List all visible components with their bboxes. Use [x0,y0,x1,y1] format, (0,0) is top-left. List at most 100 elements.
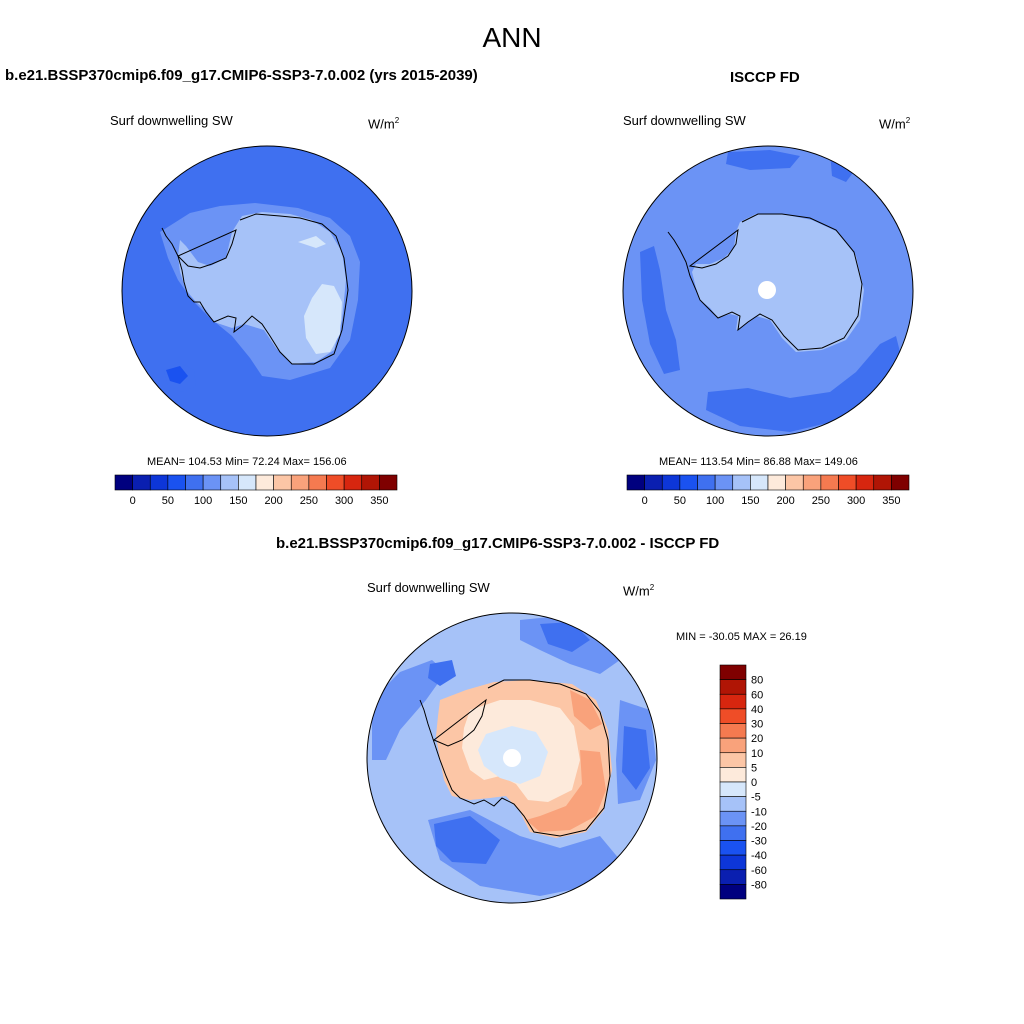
panel3-title: b.e21.BSSP370cmip6.f09_g17.CMIP6-SSP3-7.… [276,535,720,552]
map-diff-region [570,690,602,730]
map-model-region [304,284,342,354]
colorbar-model-tick-label: 0 [130,495,136,507]
colorbar-model-swatch [255,474,274,491]
colorbar-diff-swatch [719,796,747,812]
colorbar-obs-swatch [873,474,892,491]
colorbar-diff-tick-label: 60 [751,689,763,701]
colorbar-diff-swatch [719,854,747,871]
panel2-variable: Surf downwelling SW [623,113,746,128]
colorbar-diff-swatch [719,679,747,695]
colorbar-obs-swatch [714,474,734,491]
colorbar-obs-swatch [644,474,663,491]
colorbar-obs-swatch [802,474,822,491]
colorbar-obs-tick-label: 200 [776,495,794,507]
panel3-units: W/m2 [623,583,655,599]
map-diff-region [428,660,456,686]
colorbar-diff-swatch [719,869,747,885]
colorbar-model-tick-label: 250 [300,495,318,507]
colorbar-obs-tick-label: 100 [706,495,724,507]
colorbar-diff-swatch [719,752,747,768]
colorbar-obs-tick-label: 50 [674,495,686,507]
colorbar-obs-swatch [750,474,769,491]
colorbar-obs-tick-label: 300 [847,495,865,507]
colorbar-model-swatch [273,474,292,491]
colorbar-diff-tick-label: 5 [751,762,757,774]
colorbar-model-swatch [343,474,363,491]
colorbar-obs-swatch [891,474,910,491]
colorbar-obs-swatch [661,474,681,491]
map-obs-missing-pole [758,281,776,299]
colorbar-obs-swatch [697,474,716,491]
colorbar-diff-tick-label: -5 [751,792,761,804]
colorbar-obs-tick-label: 0 [642,495,648,507]
map-diff [367,613,657,903]
map-diff-missing-pole [503,749,521,767]
map-diff-coastline [419,679,611,837]
colorbar-obs-swatch [855,474,875,491]
map-diff-region [372,660,446,760]
map-model-border [121,145,413,437]
panel2-units: W/m2 [879,116,911,132]
colorbar-diff-swatch [719,723,747,739]
panel1-variable: Surf downwelling SW [110,113,233,128]
map-diff-region [540,622,590,652]
colorbar-model-swatch [379,474,398,491]
map-obs-region [726,150,800,170]
colorbar-model-swatch [114,474,133,491]
colorbar-diff-tick-label: -20 [751,821,767,833]
colorbar-model-swatch [308,474,327,491]
colorbar-model-swatch [202,474,222,491]
colorbar-obs-tick-label: 350 [882,495,900,507]
panel2-stats: MEAN= 113.54 Min= 86.88 Max= 149.06 [659,456,858,468]
colorbar-obs-tick-label: 150 [741,495,759,507]
colorbar-diff-swatch [719,840,747,856]
colorbar-obs: 0 50 100 150 200 250 300 350 [626,474,910,507]
map-diff-region [434,816,500,864]
map-model-region [166,366,188,384]
colorbar-obs-swatch [732,474,751,491]
colorbar-model-tick-label: 50 [162,495,174,507]
colorbar-diff-tick-label: 0 [751,777,757,789]
map-obs-border [622,145,914,437]
colorbar-diff-tick-label: 10 [751,748,763,760]
map-obs [623,146,913,436]
colorbar-model-swatch [167,474,186,491]
colorbar-model-swatch [220,474,239,491]
colorbar-model-swatch [238,474,257,491]
colorbar-model-swatch [149,474,169,491]
colorbar-diff-tick-label: -10 [751,806,767,818]
map-diff-border [366,612,658,904]
colorbar-model-tick-label: 200 [264,495,282,507]
map-model-region [178,212,346,364]
colorbar-diff-swatch [719,737,747,754]
colorbar-model-swatch [132,474,151,491]
map-model-coastline [161,213,349,365]
colorbar-diff-swatch [719,825,747,841]
colorbar-model-tick-label: 350 [370,495,388,507]
panel2-title: ISCCP FD [730,69,800,86]
colorbar-model-swatch [185,474,204,491]
panel3-variable: Surf downwelling SW [367,580,490,595]
colorbar-diff-swatch [719,693,747,710]
panel1-stats: MEAN= 104.53 Min= 72.24 Max= 156.06 [147,456,347,468]
colorbar-diff-tick-label: -30 [751,836,767,848]
colorbar-model-tick-label: 300 [335,495,353,507]
colorbar-model-tick-label: 100 [194,495,212,507]
colorbar-diff-swatch [719,708,747,724]
colorbar-diff-tick-label: 20 [751,733,763,745]
colorbar-diff-swatch [719,884,747,900]
colorbar-obs-swatch [679,474,698,491]
colorbar-model-tick-label: 150 [229,495,247,507]
map-diff-region [526,750,606,832]
map-obs-coastline [667,213,863,351]
map-obs-region [640,246,680,374]
map-diff-region [622,726,650,790]
colorbar-obs-tick-label: 250 [812,495,830,507]
colorbar-diff-tick-label: 40 [751,704,763,716]
map-model-region [298,236,326,248]
colorbar-obs-swatch [820,474,839,491]
panel3-stats: MIN = -30.05 MAX = 26.19 [676,631,807,643]
panel1-units: W/m2 [368,116,400,132]
colorbar-diff-tick-label: -40 [751,850,767,862]
